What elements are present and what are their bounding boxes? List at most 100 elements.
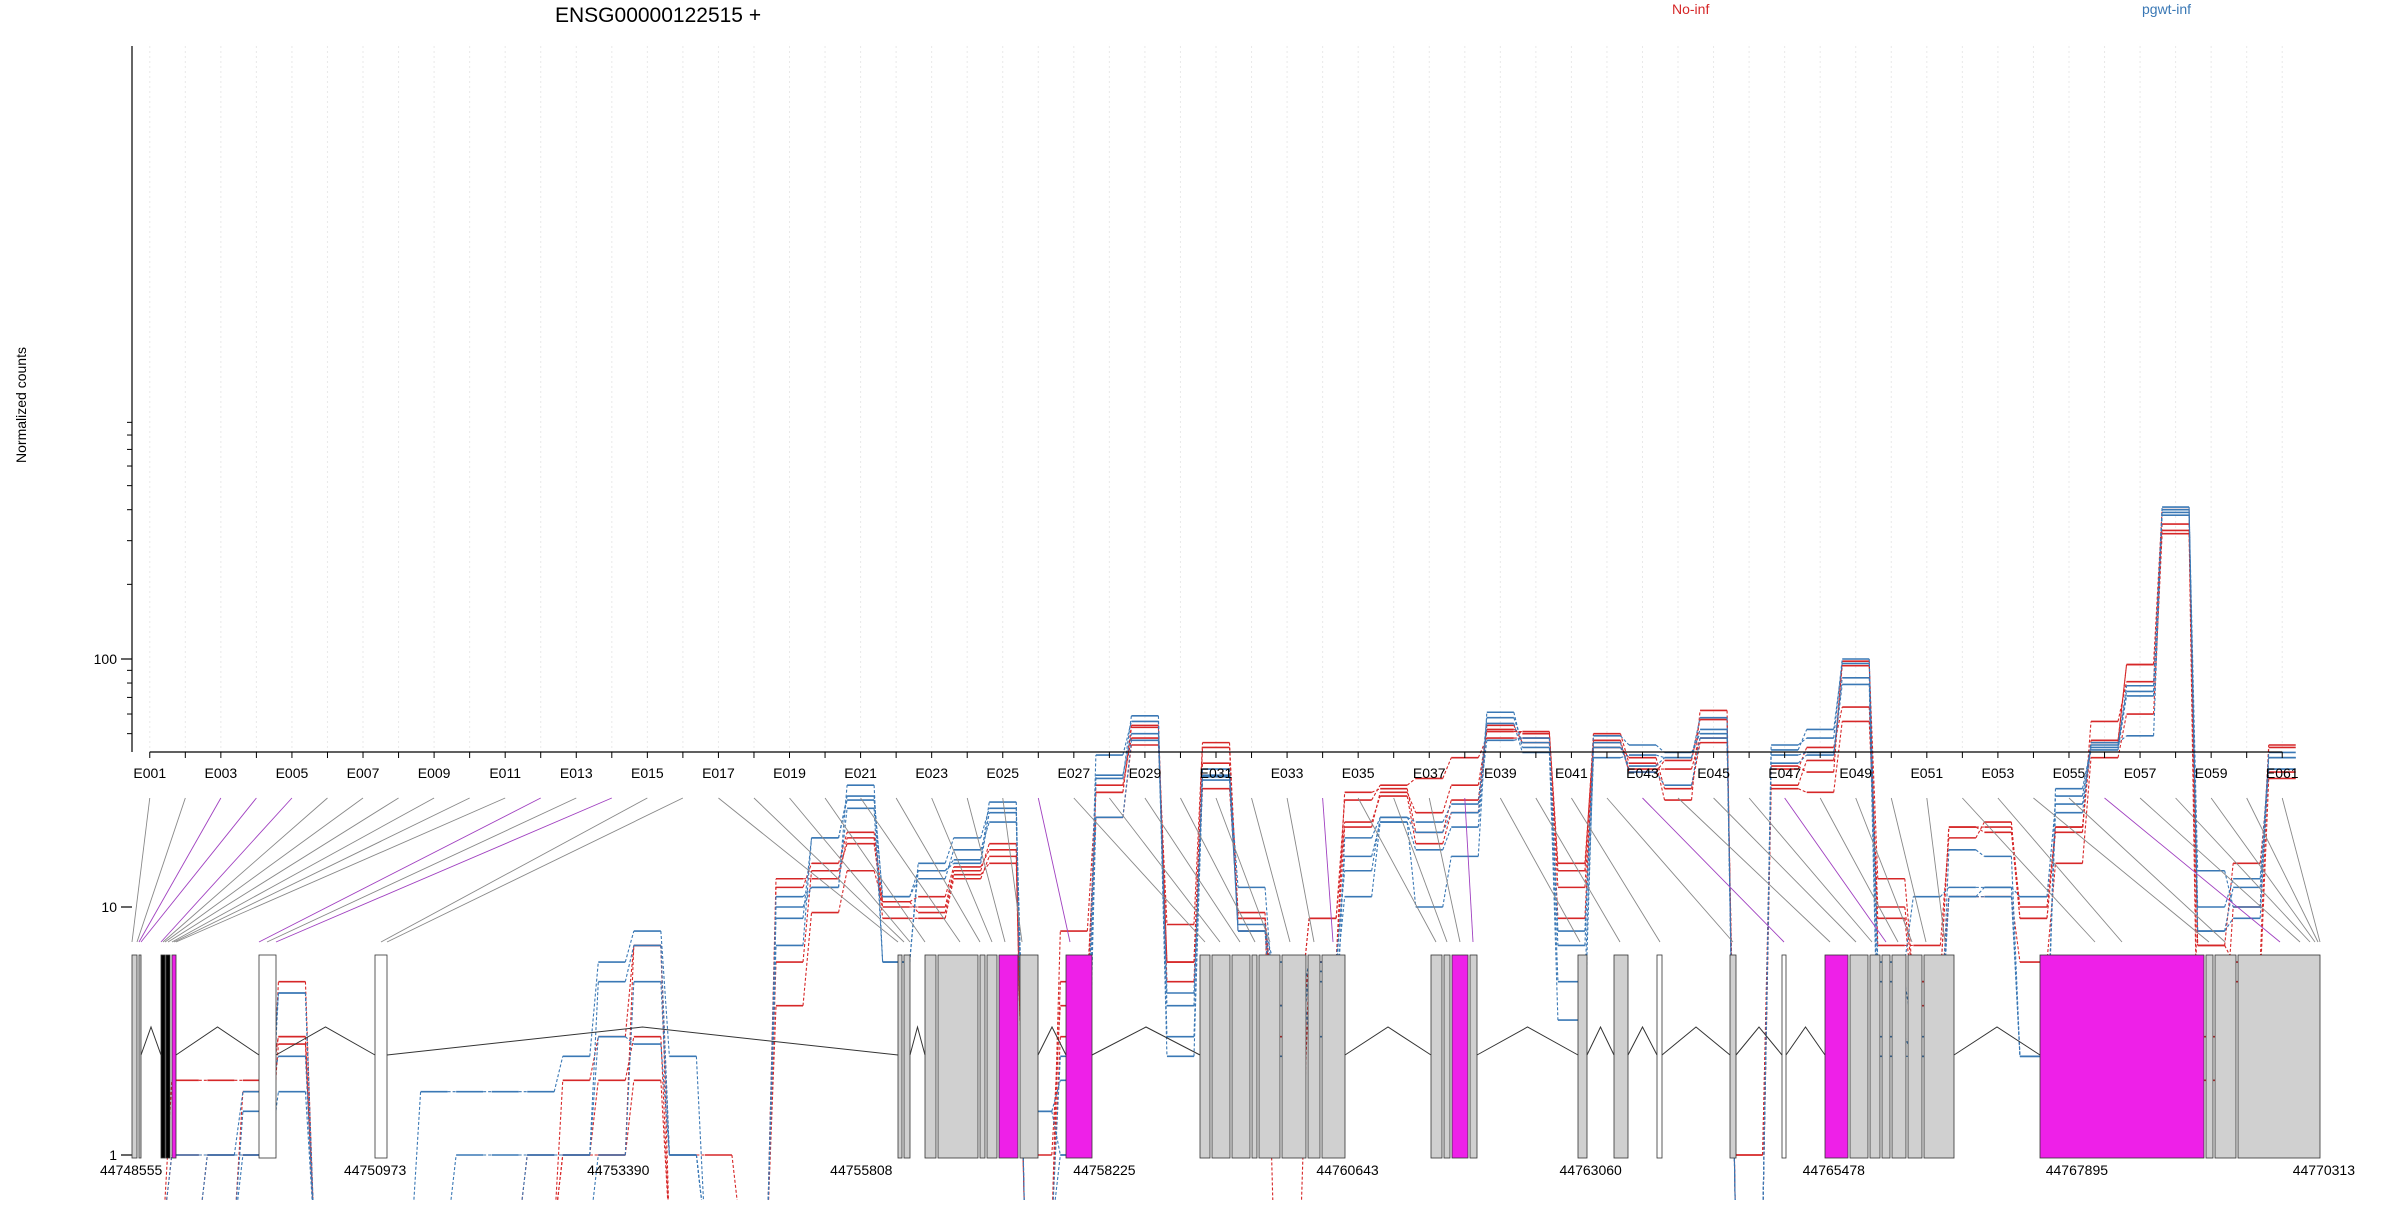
exon-connector <box>1748 797 1873 943</box>
exon-block <box>1199 954 1211 1159</box>
x-tick-label: E059 <box>2195 765 2228 781</box>
exon-connector <box>1819 797 1899 943</box>
exon-connector <box>2210 797 2316 943</box>
axes-layer: 1 10 100 E001 E003 E005 E007 E009 E011 E013 E015 E0… <box>94 46 2299 1163</box>
genomic-coordinate-label: 44760643 <box>1316 1162 1379 1178</box>
x-tick-label: E047 <box>1768 765 1801 781</box>
exon-connector <box>171 797 435 943</box>
x-tick-label: E019 <box>773 765 806 781</box>
genomic-coordinate-label: 44763060 <box>1560 1162 1623 1178</box>
exon-block <box>1923 954 1955 1159</box>
y-tick-label: 1 <box>109 1147 117 1163</box>
x-tick-label: E025 <box>986 765 1019 781</box>
exon-connector <box>1926 797 1946 943</box>
exon-block <box>171 954 177 1159</box>
exon-connector <box>275 797 612 943</box>
exon-block <box>1891 954 1907 1159</box>
exon-connector <box>789 797 911 943</box>
exon-connector <box>1286 797 1315 943</box>
exon-connector <box>2104 797 2281 943</box>
exon-connector <box>1677 797 1831 943</box>
exon-connector <box>386 797 684 943</box>
exon-connector <box>1322 797 1334 943</box>
genomic-coordinate-label: 44753390 <box>587 1162 650 1178</box>
exon-connector <box>266 797 577 943</box>
exon-connector <box>824 797 926 943</box>
x-tick-label: E053 <box>1982 765 2015 781</box>
exon-block <box>160 954 166 1159</box>
exon-block <box>924 954 937 1159</box>
series-layer <box>164 506 2296 1205</box>
x-tick-label: E045 <box>1697 765 1730 781</box>
exon-block <box>1729 954 1737 1159</box>
exon-connector <box>1464 797 1474 943</box>
exon-block <box>1881 954 1891 1159</box>
x-tick-label: E005 <box>276 765 309 781</box>
x-tick-label: E055 <box>2053 765 2086 781</box>
exon-connector <box>2139 797 2301 943</box>
intron <box>1091 1026 1201 1056</box>
x-tick-label: E049 <box>1839 765 1872 781</box>
x-tick-label: E013 <box>560 765 593 781</box>
exon-connector <box>1997 797 2123 943</box>
series-line <box>236 512 2270 1205</box>
x-tick-label: E007 <box>347 765 380 781</box>
exon-block <box>1231 954 1251 1159</box>
genomic-coordinate-label: 44767895 <box>2046 1162 2109 1178</box>
exon-block <box>1869 954 1881 1159</box>
exon-block <box>1656 954 1663 1159</box>
series-pgwt-inf-5 <box>165 506 2296 1205</box>
exon-block <box>1065 954 1093 1159</box>
intron <box>909 1025 926 1056</box>
intron <box>140 1025 162 1056</box>
exon-block <box>986 954 998 1159</box>
exon-block <box>1824 954 1849 1159</box>
x-tick-label: E031 <box>1200 765 1233 781</box>
intron <box>1627 1025 1658 1056</box>
exon-connector <box>1855 797 1913 943</box>
exon-connector <box>1713 797 1857 943</box>
exon-block <box>937 954 979 1159</box>
exon-connector <box>1109 797 1221 943</box>
series-line <box>235 515 2270 1205</box>
gene-model: 44748555 44750973 44753390 44755808 44758225… <box>100 954 2355 1178</box>
x-tick-label: E001 <box>133 765 166 781</box>
exon-connector <box>1357 797 1437 943</box>
exon-connector <box>164 797 364 943</box>
exon-connector <box>140 797 257 943</box>
exon-block <box>1577 954 1588 1159</box>
intron <box>275 1026 376 1056</box>
exon-block <box>1307 954 1321 1159</box>
exon-connector <box>173 797 470 943</box>
exon-block <box>979 954 986 1159</box>
x-tick-label: E043 <box>1626 765 1659 781</box>
exon-connector <box>2068 797 2226 943</box>
x-tick-label: E033 <box>1271 765 1304 781</box>
x-tick-label: E035 <box>1342 765 1375 781</box>
genomic-coordinate-label: 44758225 <box>1073 1162 1136 1178</box>
chart-title: ENSG00000122515 + <box>555 4 761 27</box>
y-tick-label: 100 <box>94 651 118 667</box>
exon-connector <box>2246 797 2319 943</box>
exon-block <box>1430 954 1443 1159</box>
exon-block <box>1849 954 1869 1159</box>
exon-block <box>903 954 911 1159</box>
exon-block <box>1321 954 1346 1159</box>
x-tick-label: E051 <box>1910 765 1943 781</box>
series-pgwt-inf-7 <box>235 514 2296 1205</box>
exon-connector <box>1215 797 1271 943</box>
exon-connector <box>1393 797 1448 943</box>
x-tick-label: E027 <box>1057 765 1090 781</box>
genomic-coordinate-label: 44765478 <box>1803 1162 1866 1178</box>
grid-layer <box>149 46 2283 752</box>
x-tick-label: E057 <box>2124 765 2157 781</box>
exon-connector <box>1037 797 1071 943</box>
exon-connector <box>138 797 222 943</box>
x-tick-label: E009 <box>418 765 451 781</box>
exon-connector <box>1002 797 1023 943</box>
intron <box>1476 1026 1579 1056</box>
y-axis-label: Normalized counts <box>13 347 29 463</box>
exon-block <box>2237 954 2321 1159</box>
exon-block <box>1251 954 1258 1159</box>
